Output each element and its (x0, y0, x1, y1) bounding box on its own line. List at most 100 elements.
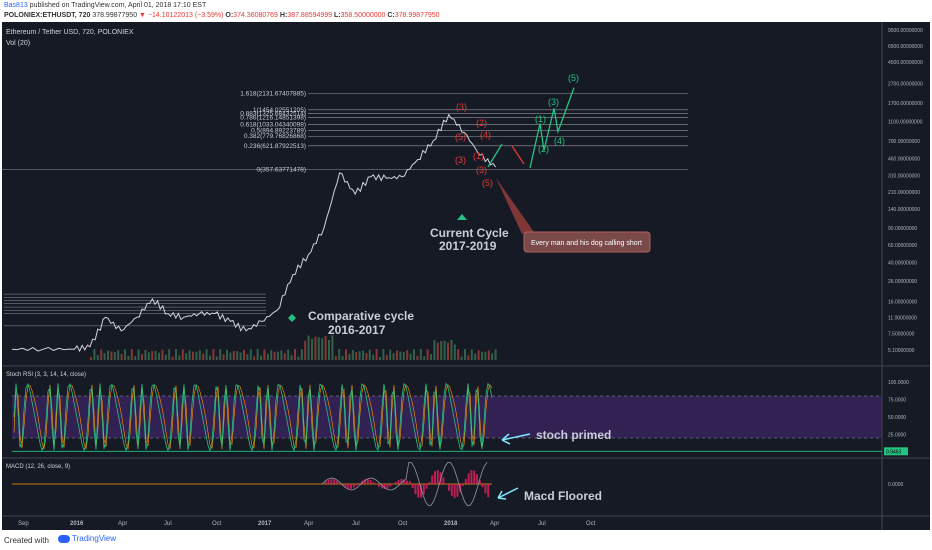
volume-bar (147, 352, 150, 360)
stoch-annotation: stoch primed (501, 428, 611, 445)
volume-bar (362, 350, 364, 360)
macd-histogram-bar (369, 480, 372, 484)
volume-bar (484, 351, 487, 360)
volume-bar (100, 349, 103, 360)
price-series-line[interactable] (11, 113, 496, 353)
macd-histogram-bar (470, 470, 473, 484)
footer: Created with TradingView (0, 532, 932, 550)
volume-bar (120, 353, 123, 360)
macd-histogram-bar (411, 484, 414, 489)
volume-bar (243, 349, 245, 360)
volume-bar (266, 353, 269, 360)
macd-histogram-bar (425, 484, 428, 489)
x-axis-tick-label: Jul (352, 521, 360, 527)
macd-histogram-bar (358, 482, 361, 484)
macd-histogram-bar (372, 481, 375, 484)
stoch-value-label: 0.9463 (886, 449, 902, 455)
y-axis-tick-label: 210.00000000 (888, 190, 920, 196)
volume-bar (494, 349, 497, 360)
y-axis-tick-label: 7.50000000 (888, 332, 915, 338)
volume-bar (287, 349, 290, 360)
volume-bar (382, 349, 385, 360)
drop-arrow (511, 145, 525, 165)
volume-bar (300, 349, 303, 360)
volume-bar (253, 356, 256, 360)
macd-histogram-bar (403, 479, 406, 484)
volume-bar (379, 356, 381, 360)
volume-bar (402, 351, 405, 360)
volume-bar (164, 354, 167, 360)
macd-histogram-bar (417, 484, 420, 498)
macd-histogram-bar (408, 481, 411, 484)
macd-histogram-bar (462, 484, 464, 486)
macd-histogram-bar (453, 484, 456, 498)
volume-bar (447, 342, 449, 360)
macd-histogram-bar (481, 484, 484, 488)
volume-bar (158, 352, 160, 360)
macd-histogram-bar (431, 475, 434, 484)
tradingview-logo[interactable]: TradingView (58, 534, 116, 543)
macd-histogram-bar (336, 481, 338, 484)
stoch-k-line[interactable] (13, 382, 493, 452)
macd-histogram-bar (456, 484, 459, 497)
wave-count-label: (1) (473, 151, 484, 161)
macd-histogram-bar (397, 479, 400, 484)
y-axis-tick-label: 1700.00000000 (888, 101, 923, 107)
last-price: 378.99877950 (92, 12, 138, 19)
volume-bar (232, 350, 235, 360)
chart-svg[interactable]: Ethereum / Tether USD, 720, POLONIEX Vol… (2, 22, 930, 530)
y-axis-tick-label: 700.00000000 (888, 139, 920, 145)
volume-bar (181, 349, 184, 360)
macd-axis-tick-label: 0.0000 (888, 482, 904, 488)
volume-bar (389, 349, 392, 360)
low-value: 358.50000000 (340, 12, 386, 19)
macd-histogram-bar (476, 474, 478, 484)
stoch-axis-tick-label: 50.0000 (888, 415, 906, 421)
y-axis-tick-label: 60.00000000 (888, 243, 917, 249)
volume-bar (90, 357, 92, 360)
volume-bar (178, 355, 181, 360)
wave-count-label: (3) (456, 102, 467, 112)
macd-histogram-bar (389, 484, 392, 487)
volume-bar (188, 350, 191, 360)
stoch-title: Stoch RSI (3, 3, 14, 14, close) (6, 372, 86, 378)
macd-line[interactable] (321, 461, 488, 507)
open-value: 374.36080769 (233, 12, 278, 19)
volume-bar (277, 351, 279, 360)
volume-bar (474, 353, 477, 360)
volume-bar (413, 349, 415, 360)
fib-level-label: 0.5(894.89223789) (251, 127, 306, 134)
volume-bar (212, 349, 215, 360)
macd-histogram-bar (484, 484, 487, 494)
chart-area[interactable]: Ethereum / Tether USD, 720, POLONIEX Vol… (2, 22, 930, 530)
macd-histogram-bar (380, 484, 383, 489)
volume-bar (239, 352, 242, 360)
volume-bar (324, 336, 327, 360)
macd-histogram-bar (333, 479, 336, 484)
volume-bar (192, 351, 194, 360)
volume-bar (450, 339, 453, 360)
x-axis-tick-label: Oct (586, 521, 596, 527)
publish-header: Bas813 published on TradingView.com, Apr… (0, 0, 932, 22)
author-link[interactable]: Bas813 (4, 2, 28, 9)
macd-histogram-bar (400, 479, 403, 484)
volume-bar (457, 349, 460, 360)
volume-bar (107, 350, 109, 360)
volume-bar (348, 353, 351, 360)
price-change: ▼ −14.10122013 (−3.59%) (139, 12, 224, 19)
volume-bar (430, 354, 432, 360)
wave-projection-path[interactable] (529, 87, 575, 169)
volume-bar (385, 355, 388, 360)
volume-bar (229, 352, 232, 360)
volume-bar (175, 349, 177, 360)
stoch-axis-tick-label: 25.0000 (888, 433, 906, 439)
volume-bar (470, 349, 473, 360)
volume-bar (317, 337, 320, 360)
macd-floored-label: Macd Floored (524, 489, 602, 503)
volume-bar (406, 350, 409, 360)
x-axis-tick-label: Oct (212, 521, 222, 527)
fib-level-label: 1(1454.02551205) (253, 107, 306, 114)
volume-bar (358, 351, 361, 360)
macd-histogram-bar (428, 481, 431, 484)
volume-bar (307, 335, 310, 360)
